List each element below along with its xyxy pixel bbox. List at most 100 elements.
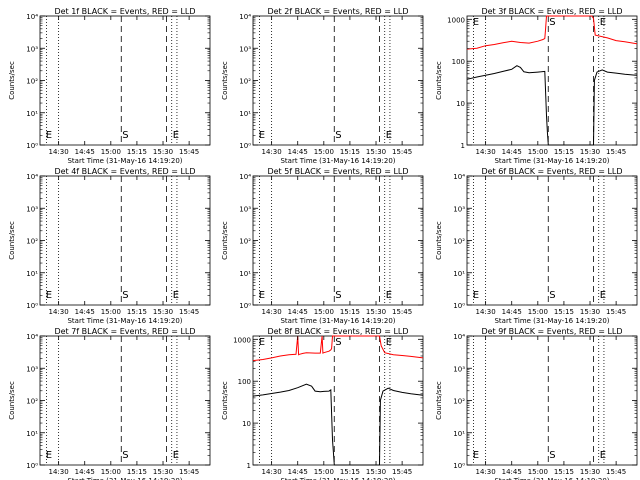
- y-tick-label: 10¹: [26, 270, 38, 278]
- x-axis-label: Start Time (31-May-16 14:19:20): [494, 477, 609, 480]
- event-marker-label: E: [46, 130, 52, 141]
- y-axis-label: Counts/sec: [221, 61, 229, 100]
- x-tick-label: 15:30: [153, 308, 173, 316]
- panel-det-1: Det 1f BLACK = Events, RED = LLD 14:30 14:…: [8, 7, 211, 165]
- x-tick-label: 14:30: [476, 468, 496, 476]
- y-tick-label: 10²: [453, 238, 465, 246]
- y-tick-label: 1: [461, 142, 465, 150]
- y-tick-label: 10⁰: [453, 302, 465, 310]
- x-tick-label: 15:45: [606, 148, 626, 156]
- x-tick-label: 15:15: [340, 468, 360, 476]
- y-tick-label: 10²: [239, 78, 251, 86]
- event-marker-label: S: [549, 290, 555, 301]
- panel-det-8: Det 8f BLACK = Events, RED = LLD 14:30 14:…: [221, 327, 424, 480]
- x-tick-label: 14:30: [262, 468, 282, 476]
- y-axis-label: Counts/sec: [8, 61, 16, 100]
- y-tick-label: 10⁴: [239, 13, 251, 21]
- y-axis-label: Counts/sec: [221, 221, 229, 260]
- event-marker-label: E: [259, 130, 265, 141]
- event-marker-label: E: [386, 290, 392, 301]
- y-tick-label: 10¹: [453, 270, 465, 278]
- y-tick-label: 10³: [26, 45, 38, 53]
- event-marker-label: S: [122, 450, 128, 461]
- x-tick-label: 15:15: [554, 308, 574, 316]
- x-tick-label: 15:15: [127, 468, 147, 476]
- x-tick-label: 15:15: [554, 468, 574, 476]
- x-tick-label: 15:15: [127, 148, 147, 156]
- y-tick-label: 10⁰: [239, 302, 251, 310]
- x-axis-label: Start Time (31-May-16 14:19:20): [280, 317, 395, 325]
- x-tick-label: 14:45: [75, 308, 95, 316]
- x-tick-label: 15:00: [314, 308, 334, 316]
- panel-title: Det 6f BLACK = Events, RED = LLD: [481, 167, 622, 176]
- event-marker-label: E: [46, 290, 52, 301]
- event-marker-label: E: [259, 290, 265, 301]
- y-tick-label: 10²: [239, 238, 251, 246]
- x-axis-label: Start Time (31-May-16 14:19:20): [494, 317, 609, 325]
- x-tick-label: 15:15: [340, 148, 360, 156]
- y-tick-label: 10⁴: [26, 333, 38, 341]
- x-tick-label: 15:00: [314, 148, 334, 156]
- plot-frame: [466, 15, 638, 146]
- plot-frame: [466, 175, 638, 306]
- y-tick-label: 10⁰: [26, 302, 38, 310]
- x-tick-label: 15:00: [101, 148, 121, 156]
- x-tick-label: 14:30: [262, 148, 282, 156]
- y-tick-label: 10⁰: [26, 462, 38, 470]
- y-tick-label: 10: [242, 420, 251, 428]
- x-tick-label: 15:45: [392, 468, 412, 476]
- y-tick-label: 10⁰: [239, 142, 251, 150]
- y-tick-label: 1000: [233, 336, 251, 344]
- x-tick-label: 15:30: [366, 308, 386, 316]
- y-tick-label: 100: [452, 58, 465, 66]
- x-tick-label: 15:45: [179, 148, 199, 156]
- x-tick-label: 15:15: [340, 308, 360, 316]
- x-tick-label: 14:45: [288, 148, 308, 156]
- lld-series-line: [466, 15, 638, 50]
- x-tick-label: 15:30: [366, 148, 386, 156]
- x-tick-label: 14:45: [502, 308, 522, 316]
- x-tick-label: 15:00: [101, 308, 121, 316]
- y-axis-label: Counts/sec: [221, 381, 229, 420]
- event-marker-label: S: [335, 290, 341, 301]
- panel-det-6: Det 6f BLACK = Events, RED = LLD 14:30 14:…: [435, 167, 638, 325]
- y-tick-label: 10³: [26, 365, 38, 373]
- event-marker-label: E: [173, 290, 179, 301]
- event-marker-label: S: [549, 17, 555, 28]
- event-marker-label: S: [122, 130, 128, 141]
- y-tick-label: 10²: [453, 398, 465, 406]
- x-tick-label: 14:45: [288, 468, 308, 476]
- x-axis-label: Start Time (31-May-16 14:19:20): [280, 477, 395, 480]
- lld-series-line: [252, 335, 424, 362]
- x-tick-label: 14:30: [49, 148, 69, 156]
- event-marker-label: E: [386, 337, 392, 348]
- y-tick-label: 10³: [26, 205, 38, 213]
- event-marker-label: S: [122, 290, 128, 301]
- x-axis-label: Start Time (31-May-16 14:19:20): [67, 157, 182, 165]
- y-tick-label: 10²: [26, 78, 38, 86]
- x-tick-label: 15:30: [580, 468, 600, 476]
- y-tick-label: 100: [238, 378, 251, 386]
- y-tick-label: 10³: [239, 45, 251, 53]
- x-axis-label: Start Time (31-May-16 14:19:20): [67, 477, 182, 480]
- event-marker-label: E: [473, 450, 479, 461]
- plot-frame: [39, 335, 211, 466]
- panel-det-3: Det 3f BLACK = Events, RED = LLD 14:30 14:…: [435, 7, 638, 165]
- events-series-line: [466, 65, 638, 146]
- x-tick-label: 15:45: [179, 468, 199, 476]
- x-tick-label: 15:30: [580, 148, 600, 156]
- panel-det-4: Det 4f BLACK = Events, RED = LLD 14:30 14:…: [8, 167, 211, 325]
- x-tick-label: 14:30: [476, 148, 496, 156]
- event-marker-label: S: [549, 450, 555, 461]
- event-marker-label: S: [335, 130, 341, 141]
- plot-frame: [252, 175, 424, 306]
- y-tick-label: 10: [456, 100, 465, 108]
- y-tick-label: 1: [247, 462, 251, 470]
- plot-frame: [39, 175, 211, 306]
- y-tick-label: 10³: [453, 205, 465, 213]
- x-tick-label: 15:30: [153, 148, 173, 156]
- x-tick-label: 15:00: [528, 468, 548, 476]
- event-marker-label: E: [46, 450, 52, 461]
- event-marker-label: E: [386, 130, 392, 141]
